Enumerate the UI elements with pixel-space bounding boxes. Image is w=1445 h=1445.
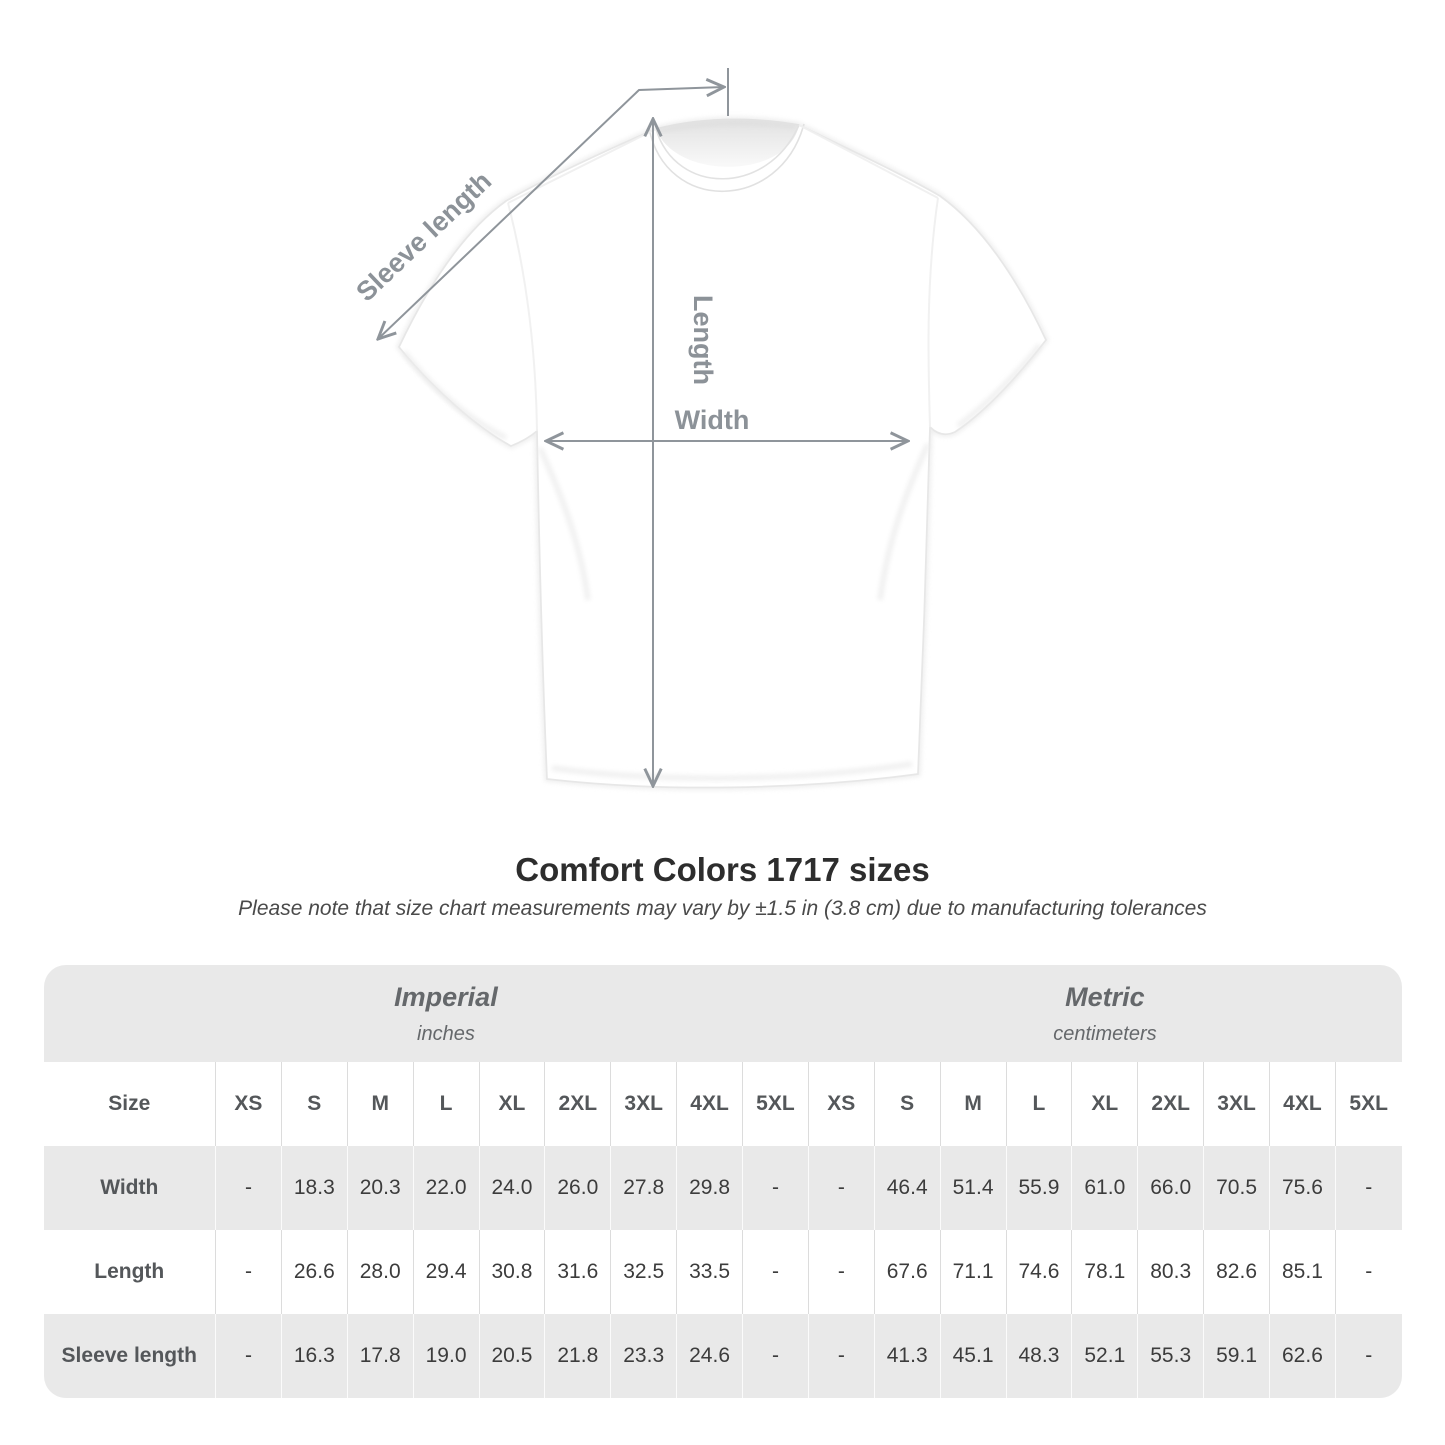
- size-header-row: Size XS S M L XL 2XL 3XL 4XL 5XL XS S M …: [43, 1062, 1402, 1146]
- table-row-width: Width - 18.3 20.3 22.0 24.0 26.0 27.8 29…: [43, 1146, 1402, 1230]
- value-cell: 75.6: [1269, 1146, 1336, 1230]
- value-cell: 20.5: [478, 1314, 545, 1398]
- value-cell: 45.1: [939, 1314, 1006, 1398]
- size-header: XL: [1071, 1062, 1138, 1146]
- tshirt-graphic: [396, 116, 1049, 791]
- size-column-header: Size: [43, 1062, 216, 1146]
- length-label: Length: [688, 295, 718, 385]
- value-cell: -: [742, 1146, 809, 1230]
- value-cell: 55.3: [1137, 1314, 1204, 1398]
- value-cell: 27.8: [610, 1146, 677, 1230]
- value-cell: 78.1: [1071, 1230, 1138, 1314]
- size-header: XS: [807, 1062, 875, 1146]
- size-header: 4XL: [676, 1062, 743, 1146]
- value-cell: 29.8: [676, 1146, 743, 1230]
- size-header: M: [939, 1062, 1006, 1146]
- value-cell: 21.8: [544, 1314, 611, 1398]
- size-header: M: [346, 1062, 414, 1146]
- size-header: 5XL: [1334, 1062, 1402, 1146]
- value-cell: 62.6: [1269, 1314, 1336, 1398]
- size-header: 2XL: [544, 1062, 611, 1146]
- value-cell: -: [742, 1314, 809, 1398]
- value-cell: 26.6: [280, 1230, 348, 1314]
- size-chart-table: Imperial inches Metric centimeters Size …: [43, 965, 1402, 1398]
- size-header: XL: [478, 1062, 545, 1146]
- metric-unit: centimeters: [1053, 1022, 1157, 1045]
- size-header: XS: [215, 1062, 282, 1146]
- value-cell: 48.3: [1005, 1314, 1072, 1398]
- value-cell: 31.6: [544, 1230, 611, 1314]
- row-label: Width: [43, 1146, 216, 1230]
- row-label: Length: [43, 1230, 216, 1314]
- width-label: Width: [675, 405, 750, 435]
- page-subtitle: Please note that size chart measurements…: [238, 897, 1207, 920]
- value-cell: 32.5: [610, 1230, 677, 1314]
- value-cell: 30.8: [478, 1230, 545, 1314]
- page-title: Comfort Colors 1717 sizes: [515, 851, 930, 888]
- size-header: S: [280, 1062, 348, 1146]
- unit-group-row: Imperial inches Metric centimeters: [43, 965, 1402, 1062]
- size-header: 3XL: [1203, 1062, 1270, 1146]
- imperial-group-header: Imperial inches: [43, 965, 809, 1062]
- value-cell: 80.3: [1137, 1230, 1204, 1314]
- size-header: L: [1005, 1062, 1072, 1146]
- value-cell: 46.4: [873, 1146, 941, 1230]
- value-cell: -: [215, 1314, 282, 1398]
- value-cell: -: [215, 1146, 282, 1230]
- size-header: 5XL: [742, 1062, 809, 1146]
- value-cell: 67.6: [873, 1230, 941, 1314]
- value-cell: 85.1: [1269, 1230, 1336, 1314]
- size-header: L: [412, 1062, 479, 1146]
- table-row-length: Length - 26.6 28.0 29.4 30.8 31.6 32.5 3…: [43, 1230, 1402, 1314]
- tshirt-measurement-diagram: Sleeve length Length Width: [350, 68, 1049, 791]
- metric-group-header: Metric centimeters: [808, 965, 1402, 1062]
- value-cell: 74.6: [1005, 1230, 1072, 1314]
- value-cell: 20.3: [346, 1146, 414, 1230]
- size-header: 4XL: [1269, 1062, 1336, 1146]
- imperial-title: Imperial: [394, 981, 498, 1012]
- value-cell: 29.4: [412, 1230, 479, 1314]
- value-cell: 19.0: [412, 1314, 479, 1398]
- value-cell: 51.4: [939, 1146, 1006, 1230]
- size-header: 2XL: [1137, 1062, 1204, 1146]
- sleeve-length-arrow: [378, 68, 729, 339]
- value-cell: 26.0: [544, 1146, 611, 1230]
- value-cell: 41.3: [873, 1314, 941, 1398]
- value-cell: 33.5: [676, 1230, 743, 1314]
- value-cell: 24.6: [676, 1314, 743, 1398]
- value-cell: 66.0: [1137, 1146, 1204, 1230]
- value-cell: -: [215, 1230, 282, 1314]
- value-cell: -: [807, 1146, 875, 1230]
- value-cell: 71.1: [939, 1230, 1006, 1314]
- value-cell: -: [1334, 1230, 1402, 1314]
- value-cell: 61.0: [1071, 1146, 1138, 1230]
- metric-title: Metric: [1065, 981, 1145, 1012]
- imperial-unit: inches: [417, 1022, 475, 1045]
- fabric-folds: [402, 343, 1042, 781]
- value-cell: 18.3: [280, 1146, 348, 1230]
- value-cell: -: [742, 1230, 809, 1314]
- size-header: S: [873, 1062, 941, 1146]
- value-cell: 70.5: [1203, 1146, 1270, 1230]
- value-cell: 52.1: [1071, 1314, 1138, 1398]
- value-cell: 82.6: [1203, 1230, 1270, 1314]
- value-cell: 17.8: [346, 1314, 414, 1398]
- tshirt-body: [397, 118, 1048, 789]
- value-cell: -: [1334, 1146, 1402, 1230]
- value-cell: -: [1334, 1314, 1402, 1398]
- value-cell: 24.0: [478, 1146, 545, 1230]
- value-cell: -: [807, 1314, 875, 1398]
- value-cell: 59.1: [1203, 1314, 1270, 1398]
- size-header: 3XL: [610, 1062, 677, 1146]
- value-cell: -: [807, 1230, 875, 1314]
- row-label: Sleeve length: [43, 1314, 216, 1398]
- value-cell: 16.3: [280, 1314, 348, 1398]
- value-cell: 23.3: [610, 1314, 677, 1398]
- value-cell: 22.0: [412, 1146, 479, 1230]
- value-cell: 28.0: [346, 1230, 414, 1314]
- table-row-sleeve-length: Sleeve length - 16.3 17.8 19.0 20.5 21.8…: [43, 1314, 1402, 1398]
- value-cell: 55.9: [1005, 1146, 1072, 1230]
